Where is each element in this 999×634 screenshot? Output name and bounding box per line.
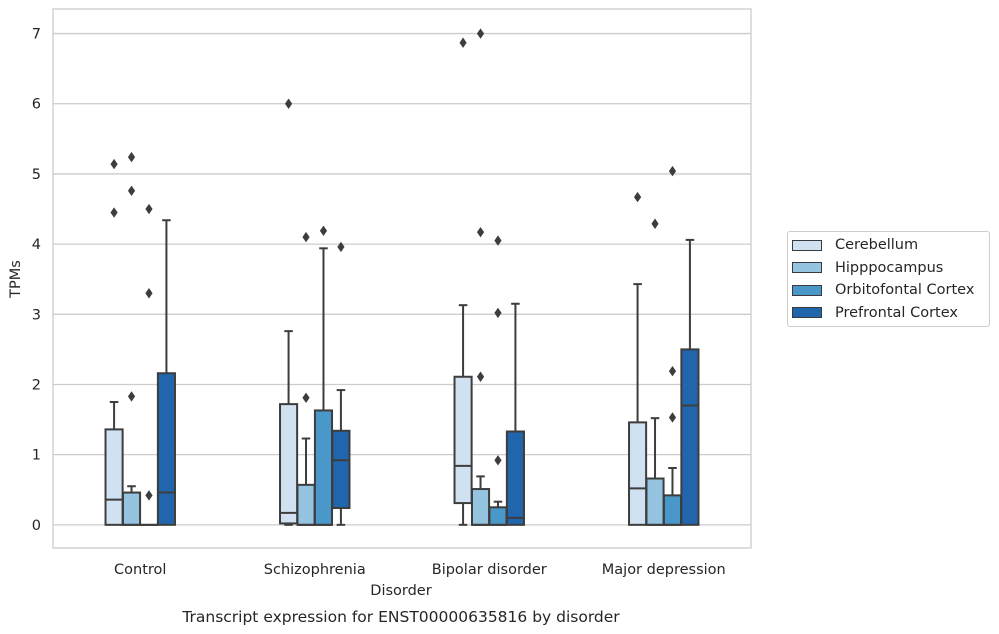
y-tick-label: 2 — [32, 377, 41, 393]
outlier-point — [127, 185, 136, 196]
box-0-0 — [104, 158, 124, 526]
box-0-2 — [453, 37, 473, 526]
outlier-point — [633, 191, 642, 203]
legend-label: Prefrontal Cortex — [835, 304, 958, 321]
plot-frame — [52, 8, 752, 549]
legend-swatch — [792, 239, 822, 251]
box-iqr — [279, 403, 299, 525]
legend: Cerebellum Hipppocampus Orbitofontal Corte… — [787, 231, 990, 327]
legend-label: Cerebellum — [835, 237, 919, 253]
y-axis-ticks: 0 1 2 3 4 5 6 7 — [32, 27, 41, 534]
outlier-point — [494, 235, 502, 246]
box-iqr — [313, 409, 334, 526]
outlier-point — [476, 28, 485, 39]
outlier-point — [284, 98, 293, 109]
outlier-point — [302, 392, 310, 404]
box-iqr — [680, 348, 700, 526]
box-2-2 — [488, 235, 508, 526]
outlier-point — [651, 218, 659, 229]
y-tick-label: 5 — [32, 167, 41, 183]
legend-label: Hipppocampus — [835, 259, 944, 276]
outlier-point — [476, 226, 485, 238]
legend-swatch — [792, 307, 822, 318]
outlier-point — [127, 391, 136, 402]
box-3-2 — [505, 302, 525, 526]
y-tick-label: 1 — [32, 448, 41, 464]
box-2-0 — [139, 203, 159, 526]
legend-swatch — [792, 284, 822, 296]
outlier-point — [494, 455, 502, 466]
y-tick-label: 3 — [32, 307, 41, 323]
outlier-point — [319, 225, 328, 236]
legend-label: Orbitofontal Cortex — [835, 282, 975, 298]
boxes — [104, 28, 700, 526]
legend-swatch — [792, 262, 822, 273]
box-iqr — [662, 494, 683, 526]
outlier-point — [145, 203, 153, 215]
outlier-point — [145, 490, 153, 501]
y-axis-label: TPMs — [8, 260, 24, 299]
x-tick-label: Major depression — [602, 562, 726, 578]
outlier-point — [668, 412, 677, 423]
box-iqr — [470, 488, 491, 526]
outlier-point — [459, 37, 467, 48]
outlier-point — [127, 151, 136, 163]
box-3-0 — [156, 219, 176, 526]
box-3-1 — [331, 241, 351, 526]
box-2-3 — [662, 165, 683, 526]
outlier-point — [476, 371, 485, 382]
x-axis-label: Disorder — [370, 583, 431, 599]
box-0-1 — [279, 98, 299, 526]
y-tick-label: 7 — [32, 27, 41, 43]
outlier-point — [110, 207, 118, 218]
y-tick-label: 0 — [32, 518, 41, 534]
box-iqr — [104, 428, 124, 526]
legend-item: Orbitofontal Cortex — [792, 280, 974, 300]
box-3-3 — [680, 238, 700, 526]
box-iqr — [645, 477, 665, 526]
legend-item: Hipppocampus — [792, 258, 943, 278]
box-iqr — [505, 430, 525, 526]
box-iqr — [453, 375, 473, 505]
outlier-point — [110, 158, 118, 170]
box-iqr — [121, 491, 142, 526]
box-0-3 — [628, 191, 648, 526]
box-iqr — [156, 372, 176, 526]
y-tick-label: 4 — [32, 237, 41, 253]
outlier-point — [302, 231, 310, 243]
box-iqr — [628, 421, 648, 526]
y-tick-label: 6 — [32, 97, 41, 113]
outlier-point — [494, 307, 502, 319]
outlier-point — [668, 165, 677, 177]
box-1-0 — [121, 151, 142, 526]
box-iqr — [331, 429, 351, 509]
x-tick-label: Bipolar disorder — [432, 562, 547, 578]
box-2-1 — [313, 225, 334, 526]
outlier-point — [337, 241, 345, 253]
legend-item: Cerebellum — [792, 235, 918, 255]
box-iqr — [488, 506, 508, 526]
box-iqr — [296, 483, 316, 526]
chart-title: Transcript expression for ENST0000063581… — [181, 608, 620, 626]
outlier-point — [145, 288, 153, 299]
box-1-1 — [296, 231, 316, 526]
box-1-2 — [470, 28, 491, 526]
x-tick-label: Control — [114, 562, 166, 578]
x-axis-ticks: Control Schizophrenia Bipolar disorder Majo… — [114, 562, 726, 578]
legend-item: Prefrontal Cortex — [792, 303, 958, 323]
x-tick-label: Schizophrenia — [264, 562, 366, 578]
outlier-point — [668, 365, 677, 377]
box-1-3 — [645, 218, 665, 526]
